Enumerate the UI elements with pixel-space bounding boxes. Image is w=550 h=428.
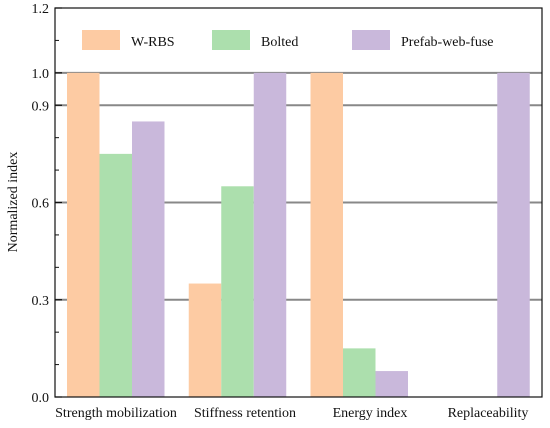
bar-prefab-web-fuse-0: [132, 121, 165, 397]
x-category-label: Replaceability: [448, 406, 529, 421]
legend-swatch: [352, 30, 390, 50]
legend-label: Prefab-web-fuse: [401, 35, 494, 50]
bars: [67, 72, 530, 397]
bar-w-rbs-2: [310, 72, 343, 397]
y-tick-label: 0.0: [32, 391, 50, 406]
x-category-label: Energy index: [333, 406, 408, 421]
bar-w-rbs-1: [188, 283, 222, 397]
y-tick-label: 0.9: [32, 99, 50, 114]
bar-bolted-1: [221, 186, 254, 397]
x-category-label: Stiffness retention: [194, 406, 296, 421]
y-axis: 0.0 0.3 0.6 0.9 1.0 1.2: [32, 2, 62, 406]
bar-prefab-web-fuse-3: [497, 72, 530, 397]
bar-bolted-0: [99, 153, 132, 397]
bar-bolted-2: [343, 348, 376, 397]
bar-w-rbs-0: [67, 72, 100, 397]
bar-prefab-web-fuse-1: [253, 72, 287, 397]
legend: W-RBS Bolted Prefab-web-fuse: [82, 30, 494, 50]
y-axis-title: Normalized index: [6, 152, 21, 253]
y-tick-label: 1.0: [32, 67, 50, 82]
y-tick-label: 0.3: [32, 294, 50, 309]
legend-label: W-RBS: [131, 35, 175, 50]
legend-swatch: [82, 30, 120, 50]
x-category-label: Strength mobilization: [55, 406, 177, 421]
legend-label: Bolted: [261, 35, 298, 50]
y-tick-label: 1.2: [32, 2, 50, 17]
legend-swatch: [212, 30, 250, 50]
x-axis: Strength mobilization Stiffness retention…: [55, 406, 528, 421]
y-tick-label: 0.6: [32, 197, 50, 212]
bar-prefab-web-fuse-2: [375, 371, 408, 397]
